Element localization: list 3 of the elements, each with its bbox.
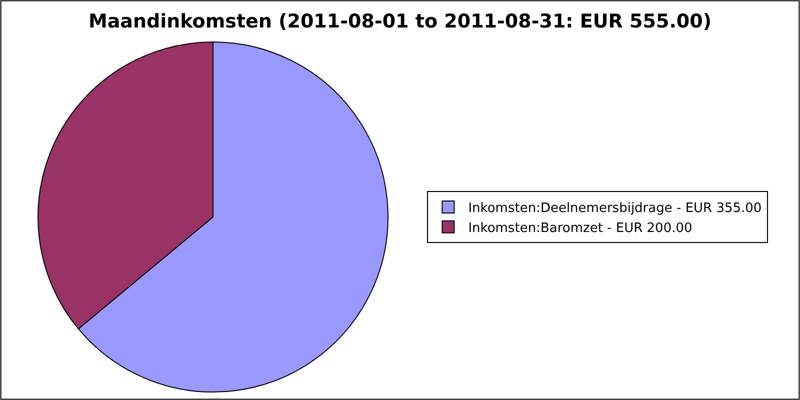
legend-label: Inkomsten:Baromzet - EUR 200.00 [468,220,692,236]
chart-title: Maandinkomsten (2011-08-01 to 2011-08-31: EUR 555.00) [88,10,712,32]
legend-label: Inkomsten:Deelnemersbijdrage - EUR 355.00 [468,201,762,216]
